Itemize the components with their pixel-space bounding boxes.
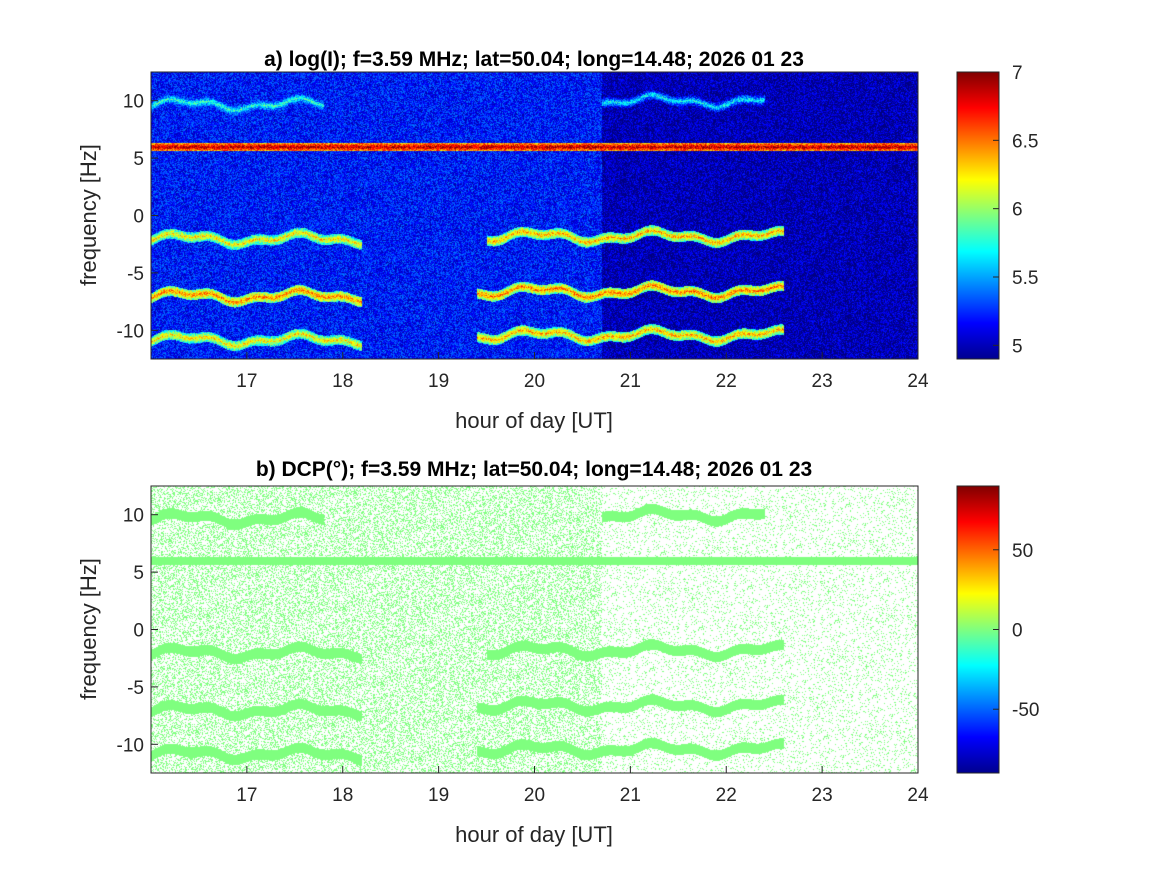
panel-b-colorbar-ticks: 50 0 -50: [993, 541, 1039, 721]
x-tick-label: 24: [907, 371, 929, 392]
x-tick-label: 19: [428, 371, 449, 392]
x-tick-label: 17: [236, 785, 257, 806]
x-tick-label: 17: [236, 371, 257, 392]
panel-b-heatmap: [151, 486, 918, 773]
x-tick-label: 18: [332, 785, 353, 806]
y-tick-label: -10: [117, 735, 144, 756]
y-tick-label: 5: [133, 149, 144, 170]
colorbar-tick-label: 0: [1012, 621, 1023, 642]
y-tick-label: 5: [133, 563, 144, 584]
x-tick-label: 18: [332, 371, 353, 392]
y-tick-label: -5: [127, 264, 144, 285]
panel-b: b) DCP(°); f=3.59 MHz; lat=50.04; long=1…: [76, 458, 1039, 847]
y-tick-label: 10: [123, 92, 144, 113]
panel-a-colorbar-ticks: 7 6.5 6 5.5 5: [993, 63, 1038, 357]
x-tick-label: 19: [428, 785, 449, 806]
panel-a-xlabel: hour of day [UT]: [455, 408, 613, 433]
x-tick-label: 20: [524, 371, 545, 392]
panel-a-heatmap: [151, 72, 918, 359]
y-tick-label: -10: [117, 321, 144, 342]
panel-b-ticks: 17 18 19 20 21 22 23 24 10 5 0 -5 -10: [117, 506, 929, 806]
y-tick-label: 0: [133, 621, 144, 642]
colorbar-tick-label: 6: [1012, 200, 1023, 221]
panel-a-title: a) log(I); f=3.59 MHz; lat=50.04; long=1…: [264, 48, 804, 71]
panel-b-title: b) DCP(°); f=3.59 MHz; lat=50.04; long=1…: [256, 458, 812, 481]
colorbar-tick-label: 50: [1012, 541, 1033, 562]
panel-a-ticks: 17 18 19 20 21 22 23 24 10 5 0 -5 -10: [117, 92, 929, 392]
panel-a-colorbar: [956, 71, 1000, 360]
colorbar-tick-label: -50: [1012, 700, 1039, 721]
x-tick-label: 23: [812, 785, 833, 806]
colorbar-tick-label: 5.5: [1012, 268, 1038, 289]
x-tick-label: 23: [812, 371, 833, 392]
x-tick-label: 22: [716, 371, 737, 392]
y-tick-label: 10: [123, 506, 144, 527]
x-tick-label: 24: [907, 785, 929, 806]
panel-a-ylabel: frequency [Hz]: [76, 144, 101, 286]
x-tick-label: 20: [524, 785, 545, 806]
panel-b-colorbar: [956, 485, 1000, 774]
y-tick-label: -5: [127, 678, 144, 699]
y-tick-label: 0: [133, 207, 144, 228]
colorbar-tick-label: 5: [1012, 336, 1023, 357]
colorbar-tick-label: 6.5: [1012, 131, 1038, 152]
panel-b-ylabel: frequency [Hz]: [76, 558, 101, 700]
x-tick-label: 22: [716, 785, 737, 806]
x-tick-label: 21: [620, 371, 641, 392]
panel-a: a) log(I); f=3.59 MHz; lat=50.04; long=1…: [76, 48, 1038, 433]
panel-b-xlabel: hour of day [UT]: [455, 822, 613, 847]
panel-a-plot-area: [151, 72, 918, 359]
colorbar-tick-label: 7: [1012, 63, 1023, 84]
x-tick-label: 21: [620, 785, 641, 806]
